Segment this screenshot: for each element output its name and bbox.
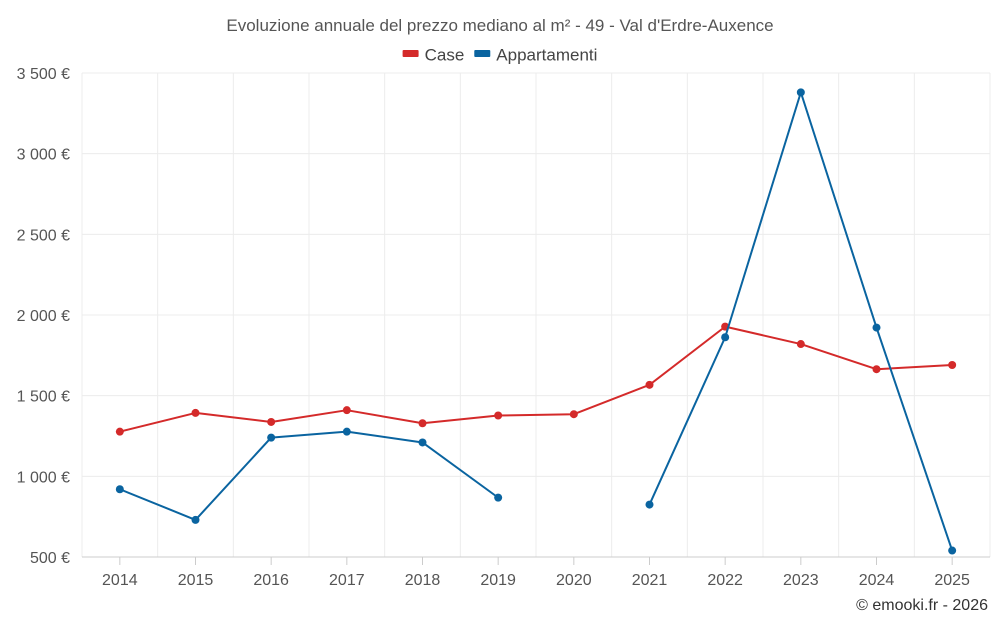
legend-swatch-appartamenti: [474, 50, 491, 57]
data-point-case-2017[interactable]: [342, 406, 351, 415]
x-tick-label: 2018: [405, 572, 441, 589]
series-layer: [115, 88, 957, 555]
data-point-appartamenti-2024[interactable]: [872, 323, 881, 332]
y-tick-label: 1 500 €: [17, 389, 70, 406]
x-tick-label: 2021: [632, 572, 668, 589]
data-point-case-2018[interactable]: [418, 419, 427, 428]
x-tick-label: 2016: [253, 572, 289, 589]
grid: [81, 72, 991, 558]
legend-label-case: Case: [425, 45, 465, 64]
x-tick-label: 2019: [480, 572, 516, 589]
data-point-appartamenti-2015[interactable]: [191, 515, 200, 524]
x-tick-label: 2023: [783, 572, 819, 589]
y-axis: 500 € 1 000 € 1 500 € 2 000 € 2 500 € 3 000 €…: [17, 66, 70, 567]
x-tick-label: 2015: [178, 572, 214, 589]
data-point-case-2024[interactable]: [872, 365, 881, 374]
y-tick-label: 1 000 €: [17, 469, 70, 486]
legend-item-case[interactable]: Case: [402, 45, 465, 64]
legend-item-appartamenti[interactable]: Appartamenti: [474, 45, 597, 64]
data-point-appartamenti-2017[interactable]: [342, 427, 351, 436]
x-tick-label: 2022: [707, 572, 743, 589]
data-point-appartamenti-2022[interactable]: [721, 333, 730, 342]
legend[interactable]: Case Appartamenti: [402, 45, 598, 64]
series-line-case: [119, 325, 953, 433]
data-point-appartamenti-2021[interactable]: [645, 500, 654, 509]
data-point-case-2023[interactable]: [796, 340, 805, 349]
y-tick-label: 3 000 €: [17, 147, 70, 164]
data-point-case-2015[interactable]: [191, 408, 200, 417]
series-appartamenti: [115, 88, 957, 555]
x-axis: 2014 2015 2016 2017 2018 2019 2020 2021 2022 2023…: [102, 557, 970, 589]
x-tick-label: 2017: [329, 572, 365, 589]
data-point-appartamenti-2018[interactable]: [418, 438, 427, 447]
chart-title: Evoluzione annuale del prezzo mediano al…: [226, 16, 773, 35]
credit-text: © emooki.fr - 2026: [856, 597, 988, 614]
x-tick-label: 2024: [859, 572, 895, 589]
data-point-case-2014[interactable]: [115, 427, 124, 436]
legend-swatch-case: [402, 50, 419, 57]
y-tick-label: 3 500 €: [17, 66, 70, 83]
data-point-case-2025[interactable]: [948, 361, 957, 370]
y-tick-label: 2 500 €: [17, 227, 70, 244]
data-point-appartamenti-2019[interactable]: [494, 493, 503, 502]
x-tick-label: 2025: [934, 572, 970, 589]
x-tick-label: 2020: [556, 572, 592, 589]
data-point-appartamenti-2016[interactable]: [267, 433, 276, 442]
y-tick-label: 500 €: [30, 550, 70, 567]
data-point-appartamenti-2025[interactable]: [948, 546, 957, 555]
data-point-case-2019[interactable]: [494, 411, 503, 420]
data-point-appartamenti-2014[interactable]: [115, 485, 124, 494]
y-tick-label: 2 000 €: [17, 308, 70, 325]
series-line-appartamenti: [648, 91, 954, 551]
data-point-appartamenti-2023[interactable]: [796, 88, 805, 97]
series-case: [115, 322, 957, 436]
legend-label-appartamenti: Appartamenti: [496, 45, 597, 64]
data-point-case-2016[interactable]: [267, 417, 276, 426]
data-point-case-2020[interactable]: [569, 410, 578, 419]
x-tick-label: 2014: [102, 572, 138, 589]
series-line-appartamenti: [119, 430, 499, 521]
data-point-case-2021[interactable]: [645, 380, 654, 389]
